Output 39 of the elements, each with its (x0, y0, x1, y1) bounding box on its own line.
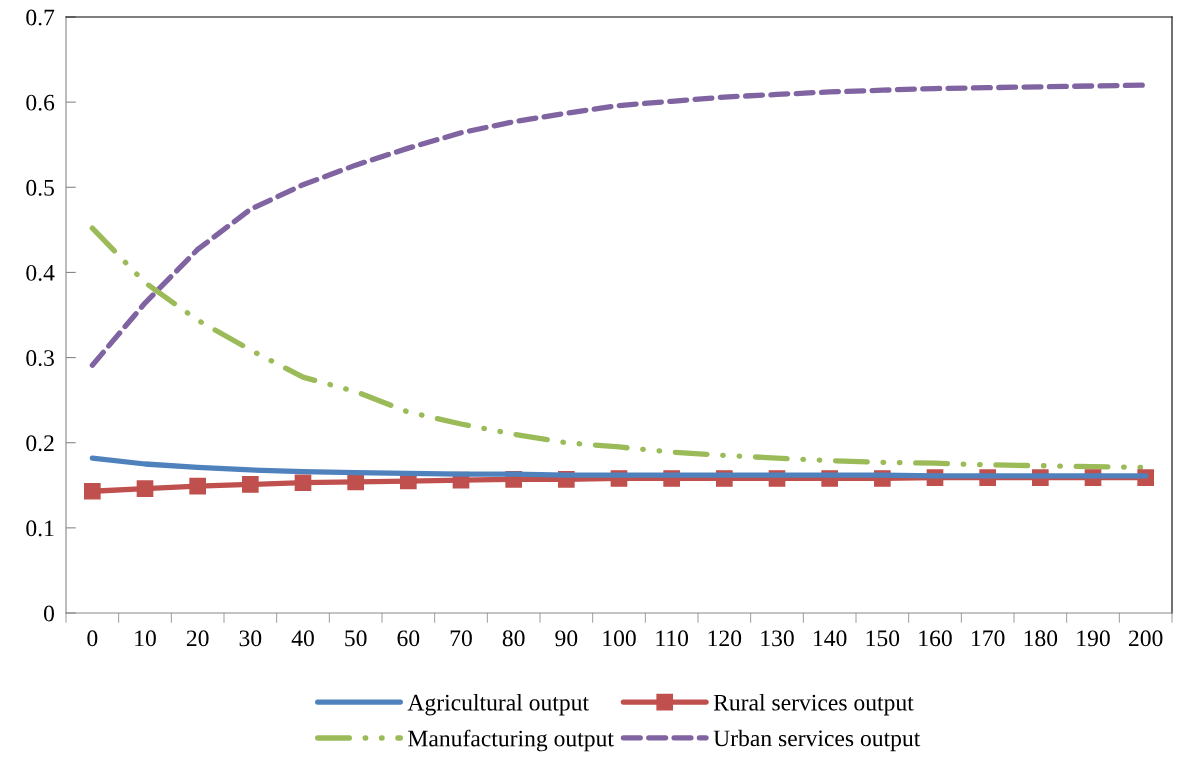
y-tick-label: 0.4 (26, 264, 55, 281)
legend-label: Agricultural output (407, 693, 589, 716)
x-tick-label: 180 (1024, 630, 1058, 647)
y-tick-label: 0.6 (26, 94, 55, 111)
legend-label: Urban services output (713, 729, 921, 752)
x-tick-label: 0 (87, 630, 98, 647)
y-tick-label: 0.5 (26, 179, 54, 196)
x-tick-label: 110 (656, 630, 689, 647)
x-tick-label: 80 (502, 630, 525, 647)
x-tick-label: 120 (708, 630, 742, 647)
x-tick-label: 70 (450, 630, 472, 647)
point (347, 473, 365, 491)
x-tick-label: 160 (919, 630, 952, 647)
x-tick-label: 100 (603, 630, 636, 647)
x-tick-label: 50 (345, 630, 367, 647)
x-tick-label: 140 (814, 630, 847, 647)
x-tick-label: 150 (866, 630, 900, 647)
y-tick-label: 0.7 (26, 9, 55, 26)
x-tick-label: 170 (972, 630, 1005, 647)
y-tick-label: 0.2 (26, 435, 54, 452)
x-tick-label: 90 (555, 630, 578, 647)
point (83, 482, 101, 500)
point (241, 476, 259, 493)
point (294, 474, 312, 492)
x-tick-label: 190 (1077, 630, 1110, 647)
x-tick-label: 40 (291, 630, 314, 647)
point (189, 477, 207, 495)
y-tick-label: 0.1 (26, 520, 54, 537)
legend-label: Rural services output (713, 693, 914, 716)
x-tick-label: 130 (761, 630, 794, 647)
point (136, 480, 154, 498)
legend-label: Manufacturing output (408, 729, 614, 752)
y-tick-label: 0.3 (26, 350, 54, 367)
x-tick-label: 200 (1128, 630, 1163, 647)
x-tick-label: 20 (186, 630, 209, 647)
x-tick-label: 10 (135, 630, 156, 647)
x-tick-label: 60 (397, 630, 420, 647)
y-tick-label: 0 (43, 605, 54, 622)
x-tick-label: 30 (239, 630, 262, 647)
